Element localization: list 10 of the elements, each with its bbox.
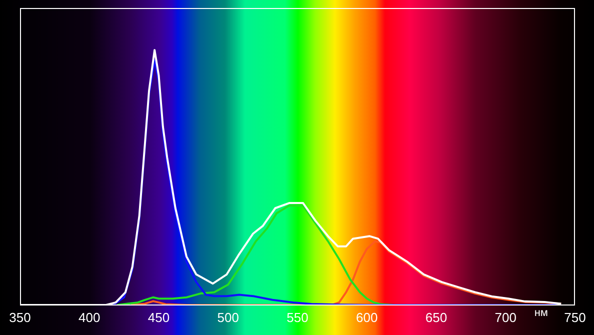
x-tick-label: 450 xyxy=(148,310,170,326)
x-tick-label: 750 xyxy=(564,310,586,326)
x-tick-label: 400 xyxy=(78,310,100,326)
x-tick-label: 700 xyxy=(494,310,516,326)
x-tick-label: 500 xyxy=(217,310,239,326)
x-tick-label: 350 xyxy=(9,310,31,326)
x-tick-label: 650 xyxy=(425,310,448,326)
x-tick-label: 550 xyxy=(286,310,308,326)
x-axis-title: нм xyxy=(534,306,548,319)
x-tick-label: 600 xyxy=(356,310,378,326)
